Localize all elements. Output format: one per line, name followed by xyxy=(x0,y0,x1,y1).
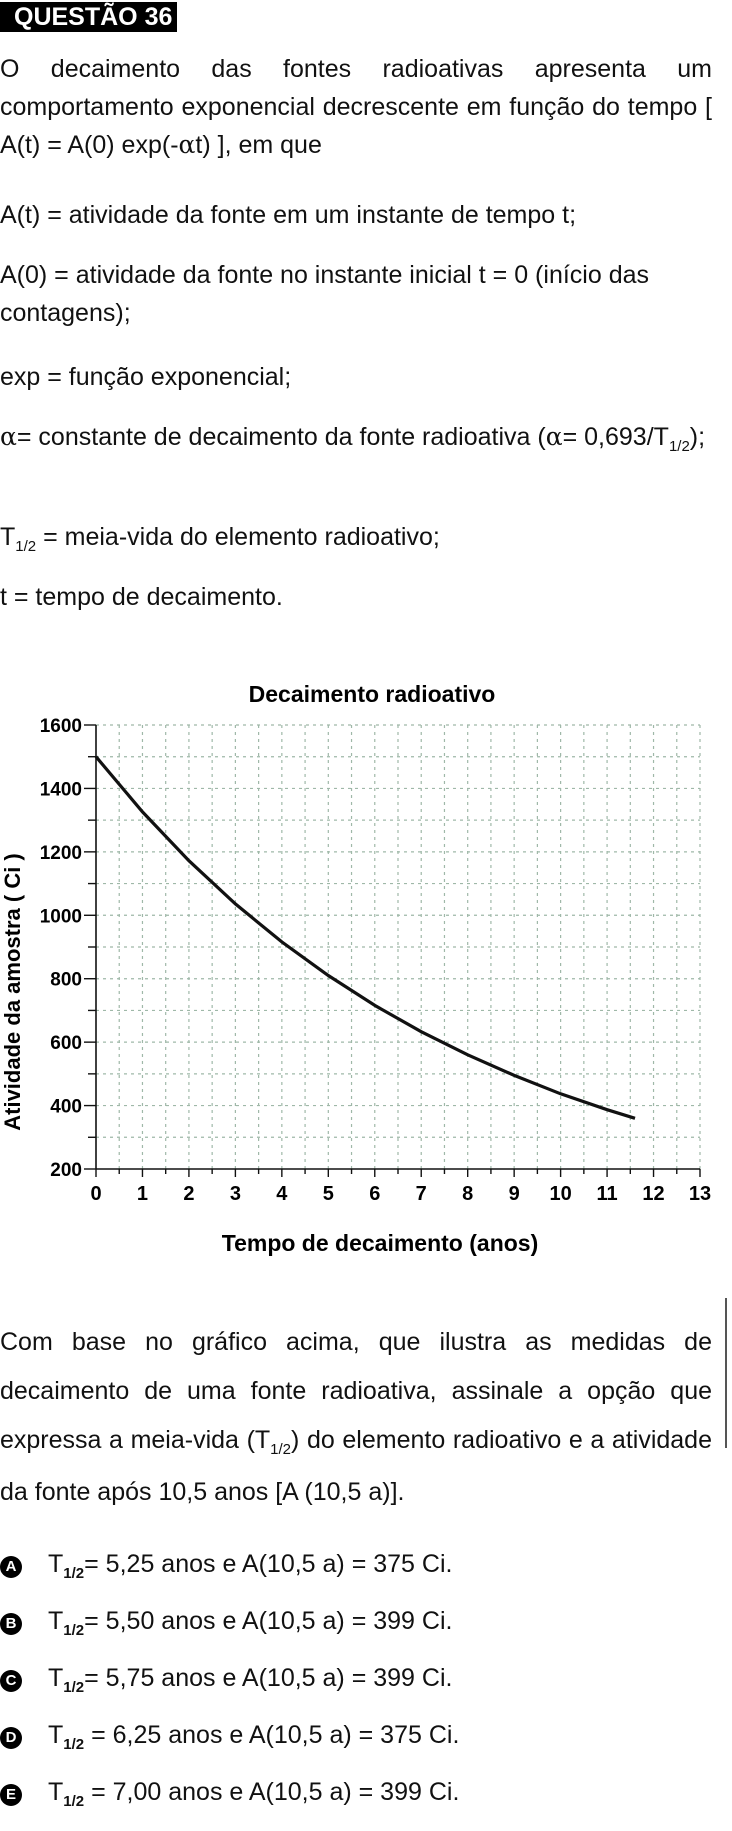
option-symbol: T xyxy=(48,1664,64,1692)
y-tick-label: 1400 xyxy=(40,779,82,800)
alpha-symbol: α xyxy=(178,130,196,159)
definition-exp: exp = função exponencial; xyxy=(0,363,292,391)
definition-half-life: T1/2 = meia-vida do elemento radioativo; xyxy=(0,518,712,560)
subscript: 1/2 xyxy=(63,1736,85,1753)
intro-paragraph: O decaimento das fontes radioativas apre… xyxy=(0,50,712,164)
x-tick-label: 4 xyxy=(276,1183,288,1205)
intro-text-2: t) ], em que xyxy=(195,131,322,159)
x-tick-label: 13 xyxy=(689,1183,711,1205)
margin-rule xyxy=(725,1298,727,1448)
decay-curve xyxy=(94,755,636,1120)
y-tick-label: 1600 xyxy=(40,716,82,737)
y-tick-label: 200 xyxy=(50,1160,82,1181)
option-text: = 5,25 anos e A(10,5 a) = 375 Ci. xyxy=(84,1550,453,1578)
option-text: = 7,00 anos e A(10,5 a) = 399 Ci. xyxy=(84,1778,460,1806)
option-d[interactable]: D T1/2 = 6,25 anos e A(10,5 a) = 375 Ci. xyxy=(0,1717,720,1774)
definition-a-0: A(0) = atividade da fonte no instante in… xyxy=(0,261,649,327)
chart-grid xyxy=(96,724,701,1169)
x-tick-label: 2 xyxy=(183,1183,194,1205)
x-tick-label: 7 xyxy=(416,1183,427,1205)
definition-a-t: A(t) = atividade da fonte em um instante… xyxy=(0,201,577,229)
y-tick-label: 800 xyxy=(50,970,82,991)
option-symbol: T xyxy=(48,1778,64,1806)
x-tick-label: 5 xyxy=(323,1183,334,1205)
question-badge: QUESTÃO 36 xyxy=(0,2,178,32)
option-symbol: T xyxy=(48,1607,64,1635)
option-letter-icon: D xyxy=(0,1727,22,1749)
x-tick-label: 9 xyxy=(509,1183,520,1205)
option-c[interactable]: C T1/2= 5,75 anos e A(10,5 a) = 399 Ci. xyxy=(0,1660,720,1717)
y-tick-label: 400 xyxy=(50,1097,82,1118)
subscript: 1/2 xyxy=(15,538,37,555)
definition-alpha-end: ); xyxy=(689,423,706,451)
x-tick-label: 3 xyxy=(230,1183,241,1205)
y-axis-label: Atividade da amostra ( Ci ) xyxy=(0,853,25,1131)
intro-text-1: O decaimento das fontes radioativas apre… xyxy=(0,55,712,159)
option-symbol: T xyxy=(48,1721,64,1749)
x-tick-label: 8 xyxy=(462,1183,473,1205)
subscript: 1/2 xyxy=(63,1565,85,1582)
option-letter-icon: A xyxy=(0,1556,22,1578)
decay-chart: Decaimento radioativo 200400600800100012… xyxy=(0,681,711,1256)
x-tick-label: 6 xyxy=(369,1183,380,1205)
x-tick-label: 12 xyxy=(642,1183,664,1205)
definition-half-life-text: = meia-vida do elemento radioativo; xyxy=(36,523,440,551)
chart-title: Decaimento radioativo xyxy=(249,681,496,707)
subscript: 1/2 xyxy=(668,438,690,455)
question-text: Com base no gráfico acima, que ilustra a… xyxy=(0,1318,712,1517)
option-e[interactable]: E T1/2 = 7,00 anos e A(10,5 a) = 399 Ci. xyxy=(0,1774,720,1831)
option-text: = 5,75 anos e A(10,5 a) = 399 Ci. xyxy=(84,1664,453,1692)
half-life-symbol: T xyxy=(0,523,16,551)
option-symbol: T xyxy=(48,1550,64,1578)
definition-t: t = tempo de decaimento. xyxy=(0,583,283,611)
y-tick-labels: 200 400 600 800 1000 1200 1400 1600 xyxy=(40,716,82,1181)
option-text: = 5,50 anos e A(10,5 a) = 399 Ci. xyxy=(84,1607,453,1635)
option-letter-icon: B xyxy=(0,1613,22,1635)
x-tick-label: 11 xyxy=(596,1183,617,1205)
question-text-2: ) do elemento radioativo e a atividade d… xyxy=(0,1426,712,1506)
subscript: 1/2 xyxy=(63,1622,85,1639)
x-tick-label: 10 xyxy=(549,1183,571,1205)
alpha-symbol: α xyxy=(545,422,563,451)
option-b[interactable]: B T1/2= 5,50 anos e A(10,5 a) = 399 Ci. xyxy=(0,1603,720,1660)
subscript: 1/2 xyxy=(63,1793,85,1810)
y-tick-label: 1000 xyxy=(40,906,82,927)
y-tick-label: 600 xyxy=(50,1033,82,1054)
x-axis-label: Tempo de decaimento (anos) xyxy=(222,1230,539,1256)
question-text-1: Com base no gráfico acima, que ilustra a… xyxy=(0,1328,712,1454)
chart-axes xyxy=(84,724,701,1177)
subscript: 1/2 xyxy=(270,1441,292,1458)
answer-options: A T1/2= 5,25 anos e A(10,5 a) = 375 Ci. B… xyxy=(0,1546,720,1831)
x-tick-label: 1 xyxy=(137,1183,148,1205)
option-letter-icon: E xyxy=(0,1784,22,1806)
x-tick-labels: 0 1 2 3 4 5 6 7 8 9 10 11 12 13 xyxy=(90,1183,711,1205)
subscript: 1/2 xyxy=(63,1679,85,1696)
option-a[interactable]: A T1/2= 5,25 anos e A(10,5 a) = 375 Ci. xyxy=(0,1546,720,1603)
x-tick-label: 0 xyxy=(90,1183,101,1205)
definition-alpha-text: = constante de decaimento da fonte radio… xyxy=(16,423,546,451)
definition-alpha-formula: = 0,693/T xyxy=(562,423,669,451)
y-tick-label: 1200 xyxy=(40,843,82,864)
option-letter-icon: C xyxy=(0,1670,22,1692)
definition-alpha: α= constante de decaimento da fonte radi… xyxy=(0,418,712,460)
alpha-symbol: α xyxy=(0,422,17,451)
option-text: = 6,25 anos e A(10,5 a) = 375 Ci. xyxy=(84,1721,460,1749)
